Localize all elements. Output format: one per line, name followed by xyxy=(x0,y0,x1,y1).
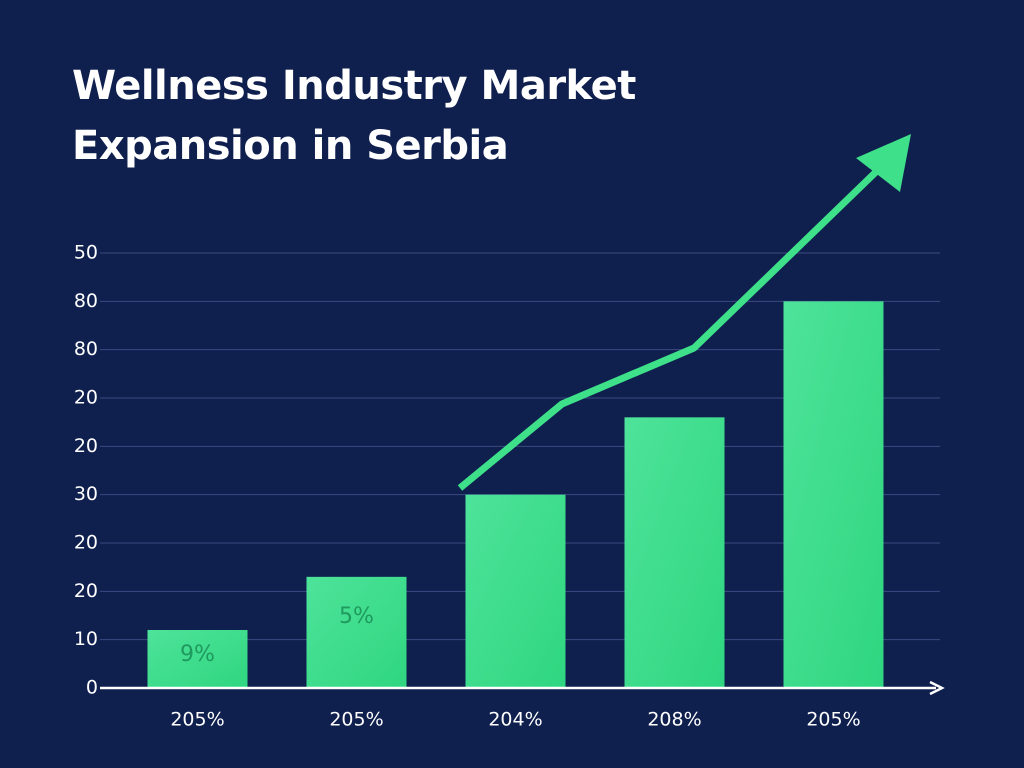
y-tick-label: 10 xyxy=(74,628,98,650)
y-tick-label: 20 xyxy=(74,435,98,457)
bar xyxy=(147,630,248,688)
y-tick-label: 30 xyxy=(74,483,98,505)
y-tick-label: 0 xyxy=(86,677,98,699)
bar xyxy=(624,417,725,688)
trend-arrow xyxy=(457,165,883,491)
x-tick-label: 205% xyxy=(806,709,860,731)
y-tick-label: 80 xyxy=(74,338,98,360)
x-tick-label: 205% xyxy=(329,709,383,731)
x-tick-label: 204% xyxy=(488,709,542,731)
bar xyxy=(783,301,884,688)
y-tick-label: 20 xyxy=(74,580,98,602)
bar xyxy=(465,494,566,688)
chart-title: Wellness Industry Market Expansion in Se… xyxy=(72,63,636,169)
x-tick-label: 205% xyxy=(170,709,224,731)
x-tick-label: 208% xyxy=(647,709,701,731)
bar xyxy=(306,576,407,688)
x-axis-arrow xyxy=(929,680,945,696)
y-tick-label: 80 xyxy=(74,290,98,312)
y-tick-label: 50 xyxy=(74,242,98,264)
bar-annotation: 9% xyxy=(180,642,215,667)
y-tick-label: 20 xyxy=(74,532,98,554)
trend-arrow-head xyxy=(856,134,911,192)
y-tick-label: 20 xyxy=(74,387,98,409)
bar-annotation: 5% xyxy=(339,604,374,629)
